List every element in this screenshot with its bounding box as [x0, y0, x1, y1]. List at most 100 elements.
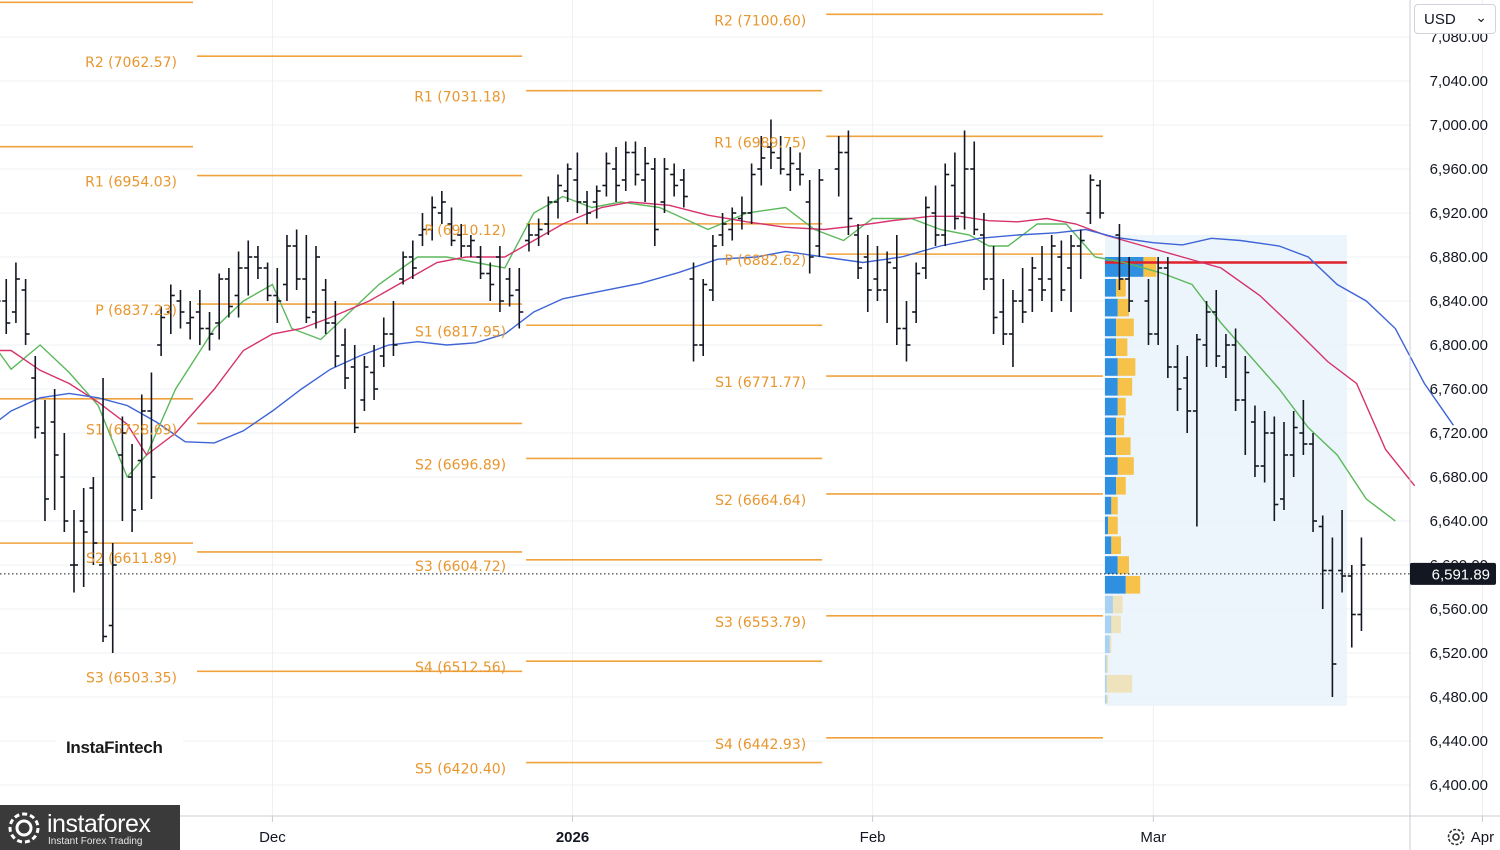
ohlc-bar: [166, 284, 175, 334]
currency-select-value: USD: [1424, 11, 1456, 28]
ohlc-bar: [108, 543, 117, 653]
ohlc-bar: [50, 389, 59, 510]
volume-bar-buy: [1104, 378, 1118, 396]
ohlc-bar: [350, 345, 359, 433]
currency-select[interactable]: USD ⌄: [1414, 4, 1496, 34]
ohlc-bar: [612, 147, 621, 202]
ohlc-bar: [592, 185, 601, 219]
volume-bar-buy: [1104, 477, 1117, 495]
ohlc-bar: [11, 262, 20, 323]
ohlc-bar: [331, 301, 340, 367]
ohlc-bar: [408, 240, 417, 279]
volume-bar-sell: [1109, 635, 1112, 653]
ohlc-bar: [21, 279, 30, 345]
ohlc-bar: [1076, 229, 1085, 279]
ohlc-bar: [815, 169, 824, 257]
ohlc-bar: [1338, 510, 1347, 593]
ohlc-bar: [699, 279, 708, 356]
ohlc-bar: [224, 268, 233, 318]
pivot-label-s4: S4 (6512.56): [415, 660, 506, 676]
volume-bar-sell: [1116, 279, 1126, 297]
ohlc-bar: [370, 345, 379, 400]
ohlc-bar: [660, 158, 669, 213]
ohlc-bar: [921, 196, 930, 279]
ohlc-bar: [128, 444, 137, 532]
ohlc-bar: [650, 158, 659, 246]
y-tick-label: 7,040.00: [1430, 73, 1488, 90]
volume-bar-sell: [1117, 298, 1129, 317]
ohlc-bar: [737, 196, 746, 230]
ohlc-bar: [157, 306, 166, 356]
volume-bar-sell: [1106, 675, 1133, 693]
ohlc-bar: [476, 246, 485, 279]
instaforex-logo-name: instaforex: [47, 810, 151, 838]
pivot-label-s2: S2 (6696.89): [415, 457, 506, 473]
pivot-label-r1: R1 (7031.18): [414, 90, 506, 106]
instaforex-logo-icon: [8, 812, 40, 844]
ohlc-bar: [689, 262, 698, 362]
ohlc-bar: [1096, 180, 1105, 219]
ohlc-bar: [766, 119, 775, 169]
ohlc-bar: [834, 136, 843, 197]
ohlc-bar: [931, 185, 940, 246]
pivot-label-p: P (6882.62): [724, 253, 806, 269]
ohlc-bar: [747, 163, 756, 224]
ohlc-bar: [1028, 257, 1037, 312]
ohlc-bar: [718, 213, 727, 246]
ohlc-bar: [466, 235, 475, 257]
pivot-label-s3: S3 (6503.35): [86, 670, 177, 686]
moving-average-line-2: [0, 201, 1416, 487]
ohlc-bar: [670, 163, 679, 197]
ohlc-bar: [534, 218, 543, 246]
volume-bar-buy: [1104, 595, 1113, 614]
volume-bar-sell: [1111, 536, 1121, 554]
ohlc-bar: [137, 394, 146, 510]
ohlc-bar: [1154, 257, 1163, 345]
ohlc-bar: [312, 246, 320, 329]
x-tick-label: Dec: [259, 829, 286, 846]
pivot-label-s2: S2 (6611.89): [86, 551, 177, 567]
pivot-label-p: P (6837.23): [95, 303, 177, 319]
volume-bar-sell: [1117, 358, 1136, 376]
ohlc-bar: [1357, 537, 1366, 631]
ohlc-bar: [70, 510, 78, 593]
ohlc-bar: [912, 262, 921, 323]
instaforex-logo[interactable]: instaforex Instant Forex Trading: [0, 805, 180, 850]
ohlc-bar: [1115, 224, 1124, 290]
volume-bar-sell: [1125, 576, 1141, 594]
instafintech-label: InstaFintech: [66, 738, 163, 757]
y-tick-label: 6,400.00: [1430, 777, 1488, 794]
ohlc-bar: [602, 152, 611, 197]
ohlc-bar: [1328, 537, 1337, 697]
ohlc-bar: [892, 235, 901, 345]
ohlc-bar: [292, 229, 301, 290]
ohlc-bar: [515, 268, 524, 329]
ohlc-bar: [805, 180, 814, 274]
ohlc-bar: [447, 207, 456, 246]
y-tick-label: 6,640.00: [1430, 513, 1488, 530]
gear-icon[interactable]: [1445, 826, 1467, 848]
moving-average-line-3: [0, 228, 1454, 444]
ohlc-bar: [176, 290, 185, 329]
ohlc-bar: [776, 136, 785, 175]
ohlc-bar: [399, 251, 408, 285]
ohlc-bar: [524, 224, 533, 252]
ohlc-bar: [89, 477, 98, 565]
last-price-badge: [1410, 562, 1496, 585]
ohlc-bar: [844, 130, 853, 235]
ohlc-bar: [1212, 290, 1221, 367]
ohlc-bar: [554, 174, 562, 219]
ohlc-bar: [950, 152, 959, 230]
pivot-labels: R2 (7111.51)R1 (6980.29)P (6751.11)S1 (6…: [85, 13, 806, 777]
y-tick-label: 6,520.00: [1430, 645, 1488, 662]
x-tick-label: 2026: [556, 829, 589, 846]
ohlc-bar: [941, 163, 950, 246]
volume-bar-sell: [1143, 257, 1157, 277]
ohlc-bar: [1221, 334, 1230, 378]
ohlc-bar: [1289, 411, 1298, 477]
volume-bar-sell: [1106, 655, 1109, 673]
ohlc-bar: [621, 141, 630, 191]
y-tick-label: 6,480.00: [1430, 689, 1488, 706]
ohlc-bar: [1067, 235, 1076, 312]
